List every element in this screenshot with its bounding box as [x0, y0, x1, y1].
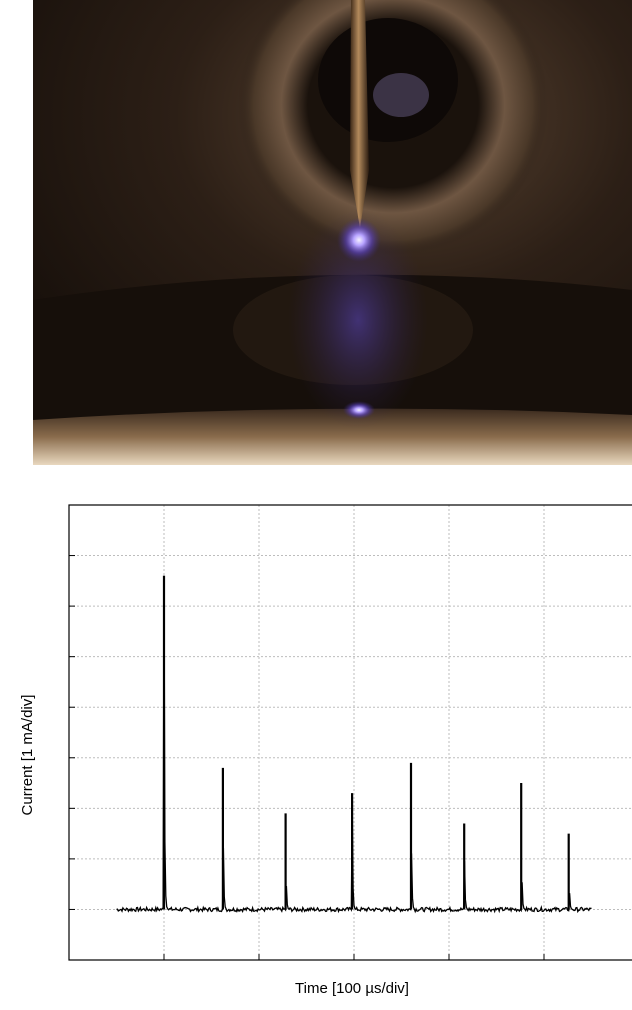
trace-line [116, 575, 592, 914]
x-axis-label: Time [100 µs/div] [295, 980, 409, 997]
current-chart: Time [100 µs/div] Current [1 mA/div] [0, 495, 632, 1010]
surface-glow [343, 401, 375, 419]
discharge-photo [33, 0, 632, 465]
plot-border [68, 504, 632, 961]
electrode-needle [350, 0, 369, 228]
plot-frame [68, 504, 632, 961]
discharge-glow [337, 218, 381, 262]
grid [69, 504, 632, 960]
current-trace [116, 575, 592, 914]
y-axis-label: Current [1 mA/div] [19, 695, 36, 816]
plasma-plume [288, 210, 428, 430]
discharge-photo-image [33, 0, 632, 465]
chart-svg: Time [100 µs/div] Current [1 mA/div] [19, 504, 632, 997]
dish-rim [33, 408, 632, 465]
